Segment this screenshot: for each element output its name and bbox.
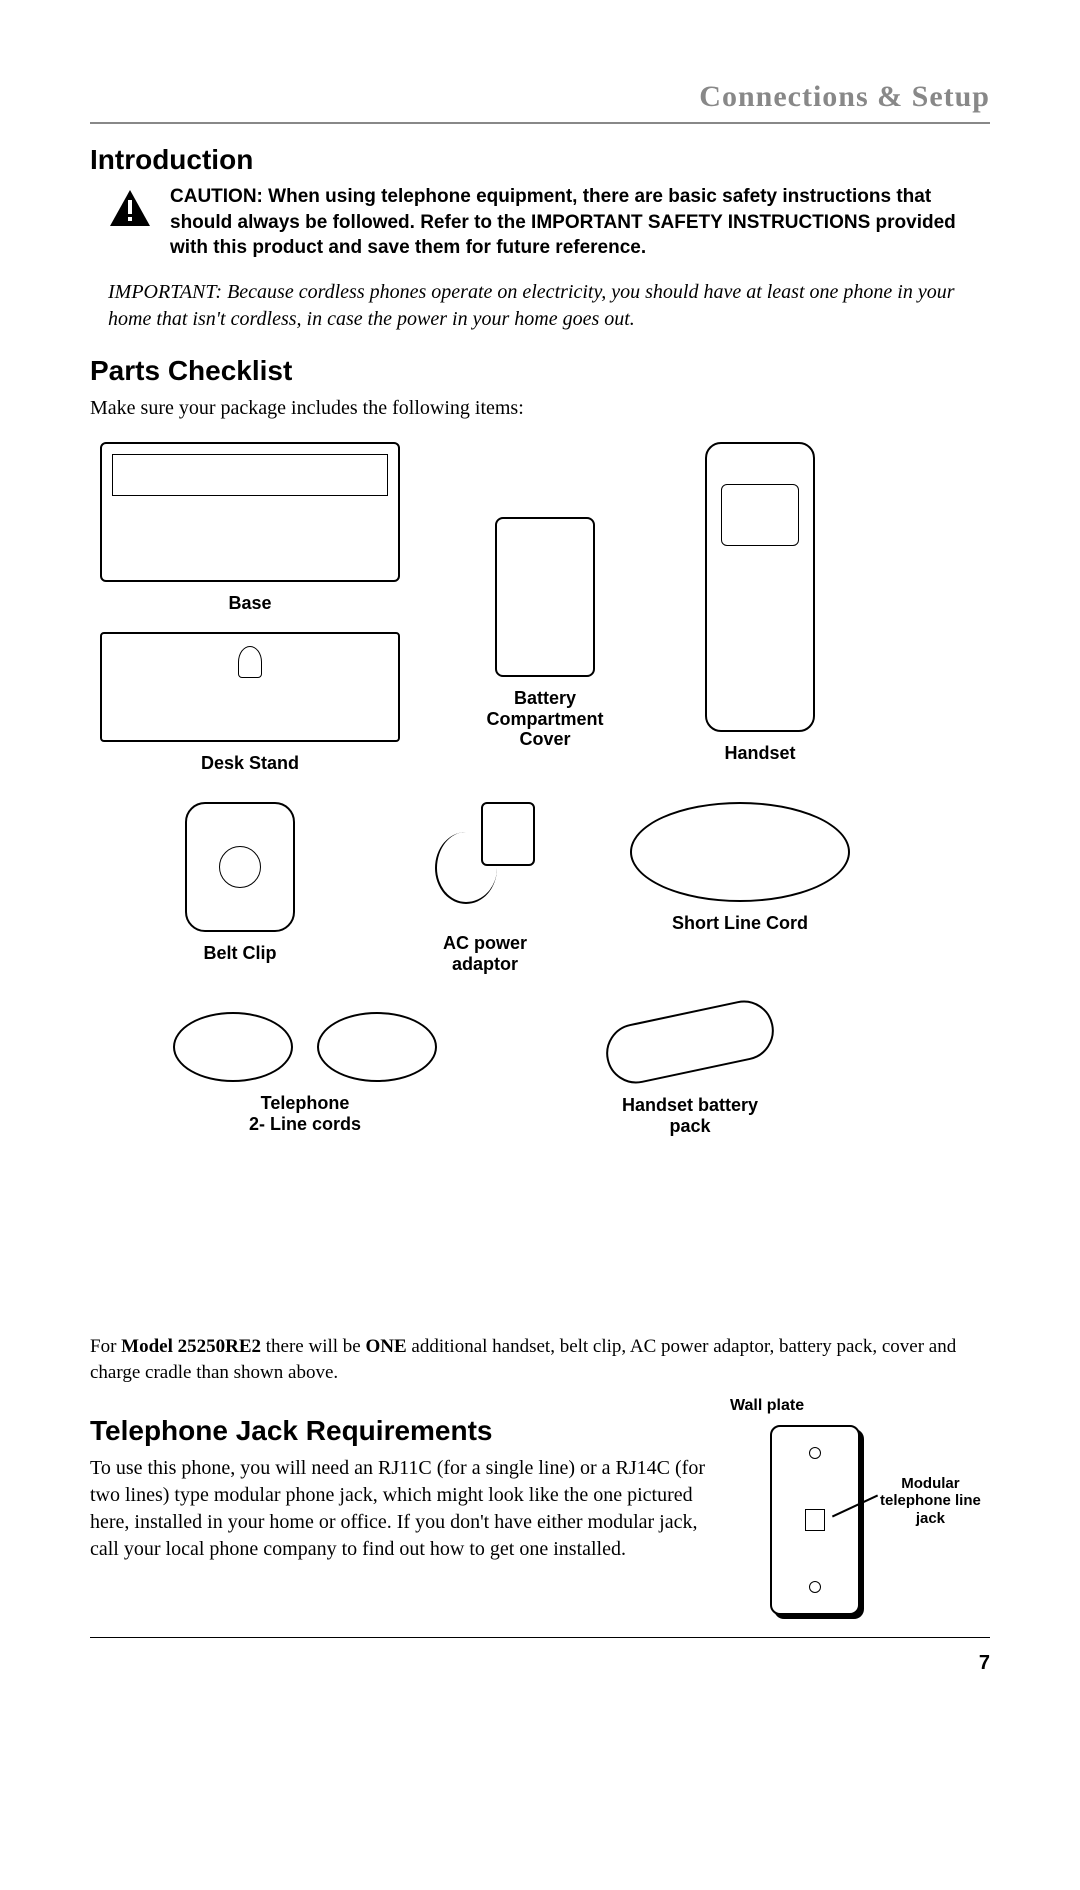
model-note-prefix: For <box>90 1336 121 1357</box>
jack-hole-icon <box>805 1509 825 1531</box>
part-handset: Handset <box>660 442 860 764</box>
page-header: Connections & Setup <box>90 80 990 124</box>
short-cord-label: Short Line Cord <box>610 913 870 934</box>
jack-diagram: Wall plate Modular telephone line jack <box>730 1405 990 1625</box>
model-note-mid: there will be <box>261 1336 365 1357</box>
model-bold: Model 25250RE2 <box>121 1336 261 1357</box>
handset-label: Handset <box>660 743 860 764</box>
base-illustration <box>100 442 400 582</box>
belt-clip-label: Belt Clip <box>150 943 330 964</box>
base-label: Base <box>90 593 410 614</box>
part-desk-stand: Desk Stand <box>90 632 410 774</box>
part-base: Base <box>90 442 410 614</box>
part-belt-clip: Belt Clip <box>150 802 330 964</box>
line-cord-1-illustration <box>173 1012 293 1082</box>
modular-jack-label: Modular telephone line jack <box>880 1475 981 1527</box>
warning-triangle-icon <box>108 188 152 228</box>
desk-stand-illustration <box>100 632 400 742</box>
page-footer-rule <box>90 1637 990 1638</box>
belt-clip-illustration <box>185 802 295 932</box>
part-short-cord: Short Line Cord <box>610 802 870 934</box>
handset-illustration <box>705 442 815 732</box>
parts-grid: Base Desk Stand Battery Compartment Cove… <box>90 442 990 1322</box>
desk-stand-label: Desk Stand <box>90 753 410 774</box>
battery-pack-label: Handset battery pack <box>540 1095 840 1136</box>
ac-adaptor-illustration <box>425 802 545 922</box>
battery-cover-illustration <box>495 517 595 677</box>
jack-section: Telephone Jack Requirements To use this … <box>90 1405 990 1625</box>
intro-heading: Introduction <box>90 144 990 176</box>
model-note: For Model 25250RE2 there will be ONE add… <box>90 1334 990 1385</box>
wall-plate-label: Wall plate <box>730 1397 804 1415</box>
jack-heading: Telephone Jack Requirements <box>90 1415 706 1447</box>
caution-text: CAUTION: When using telephone equipment,… <box>170 184 990 261</box>
battery-cover-label: Battery Compartment Cover <box>450 688 640 750</box>
one-bold: ONE <box>365 1336 406 1357</box>
part-battery-pack: Handset battery pack <box>540 1012 840 1136</box>
part-line-cords: Telephone 2- Line cords <box>130 1012 480 1134</box>
jack-body: To use this phone, you will need an RJ11… <box>90 1455 706 1563</box>
wall-plate-illustration <box>770 1425 860 1615</box>
important-note: IMPORTANT: Because cordless phones opera… <box>108 279 990 333</box>
ac-adaptor-label: AC power adaptor <box>390 933 580 974</box>
parts-lead: Make sure your package includes the foll… <box>90 395 990 422</box>
short-cord-illustration <box>630 802 850 902</box>
caution-block: CAUTION: When using telephone equipment,… <box>108 184 990 261</box>
page-number: 7 <box>90 1652 990 1675</box>
line-cords-label: Telephone 2- Line cords <box>130 1093 480 1134</box>
part-ac-adaptor: AC power adaptor <box>390 802 580 974</box>
parts-heading: Parts Checklist <box>90 355 990 387</box>
line-cord-2-illustration <box>317 1012 437 1082</box>
part-battery-cover: Battery Compartment Cover <box>450 517 640 750</box>
battery-pack-illustration <box>601 995 780 1089</box>
